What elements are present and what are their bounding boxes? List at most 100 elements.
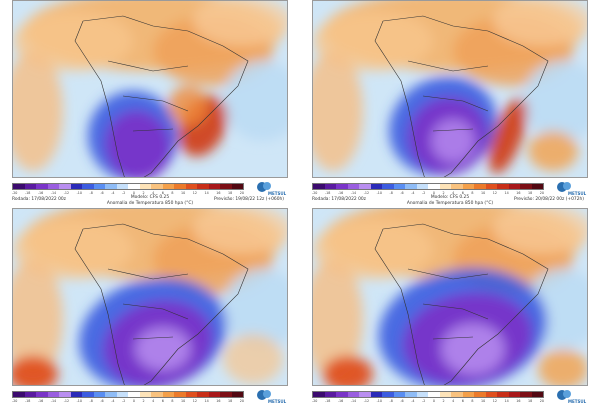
colorbar-tick-label: 4 [452,191,455,195]
colorbar-tick-label: -16 [37,191,44,195]
colorbar-tick-label: 20 [539,399,544,403]
anomaly-shade [538,349,587,385]
colorbar-tick-label: 8 [471,399,474,403]
colorbar-tick-label: 6 [161,399,164,403]
forecast-label: Previsão: 20/08/22 00z (+072h) [513,197,584,202]
country-borders [74,15,249,177]
colorbar-tick-label: -20 [312,399,318,403]
colorbar-swatch [162,184,174,189]
colorbar-swatch [336,392,348,397]
colorbar-tick-label: -2 [422,191,426,195]
colorbar-swatch [428,392,440,397]
colorbar-ticks: -20 -18 -16 -14 -12 -10 -8 -6 -4 -2 0 2 4 6 8 10 12 14 16 1… [12,191,244,195]
colorbar-tick-label: 4 [152,399,155,403]
colorbar-swatch [151,392,163,397]
colorbar-swatch [497,392,509,397]
colorbar-swatch [139,392,151,397]
colorbar-swatch [70,392,82,397]
anomaly-shade [223,269,287,349]
metsul-logo-text: METSUL [268,399,287,404]
map-panel-bottom-left: -20 -18 -16 -14 -12 -10 -8 -6 -4 -2 0 2 4 6 8 10 12 14 16 1… [0,208,296,414]
colorbar-tick-label: -10 [76,191,82,195]
colorbar-tick-label: 20 [539,191,544,195]
colorbar-swatch [105,392,117,397]
colorbar-tick-label: 4 [152,191,155,195]
colorbar-tick-label: 18 [527,399,533,403]
colorbar [312,183,544,190]
colorbar-swatch [13,184,25,189]
anomaly-shade [313,259,363,379]
colorbar-swatch [47,392,59,397]
colorbar-tick-label: -8 [89,399,93,403]
colorbar-swatch [324,184,336,189]
colorbar-tick-label: 20 [239,191,244,195]
anomaly-map [12,0,288,178]
colorbar-tick-label: -16 [337,399,344,403]
metsul-logo [257,182,271,192]
anomaly-shade [193,209,287,254]
colorbar-tick-label: -14 [350,399,357,403]
colorbar-swatch [405,392,417,397]
colorbar-swatch [82,392,94,397]
colorbar-tick-label: -4 [411,191,415,195]
colorbar-swatch [405,184,417,189]
colorbar-tick-label: 10 [181,191,186,195]
colorbar-swatch [13,392,25,397]
colorbar-tick-label: -4 [111,399,115,403]
colorbar-swatch [370,392,382,397]
colorbar-tick-label: -6 [100,399,104,403]
metsul-logo [257,390,271,400]
colorbar-swatch [324,392,336,397]
colorbar-tick-label: 18 [227,191,233,195]
anomaly-shade [431,119,475,163]
colorbar-swatch [359,184,371,189]
colorbar-swatch [36,184,48,189]
colorbar-swatch [174,184,186,189]
colorbar-tick-label: -20 [12,399,18,403]
map-panel-top-left: -20 -18 -16 -14 -12 -10 -8 -6 -4 -2 0 2 4 6 8 10 12 14 16 1… [0,0,296,206]
colorbar-swatch [485,184,497,189]
anomaly-map [312,208,588,386]
variable-label: Anomalia de Temperatura 850 hpa (°C) [106,201,194,206]
colorbar-tick-label: 4 [452,399,455,403]
colorbar-tick-label: 12 [492,191,497,195]
anomaly-shade [523,61,587,141]
colorbar-swatch [474,184,486,189]
colorbar-swatch [208,184,220,189]
colorbar-swatch [462,392,474,397]
anomaly-shade [441,323,505,375]
colorbar-tick-label: -2 [122,191,126,195]
colorbar-swatch [497,184,509,189]
colorbar-tick-label: -16 [337,191,344,195]
colorbar-swatch [197,392,209,397]
colorbar-tick-label: 16 [216,191,221,195]
colorbar-swatch [231,392,243,397]
colorbar-tick-label: -12 [363,191,370,195]
colorbar-tick-label: -6 [400,191,404,195]
colorbar-swatch [82,184,94,189]
colorbar-tick-label: 8 [171,399,174,403]
metsul-logo [557,390,571,400]
country-borders [374,223,549,385]
colorbar-swatch [382,392,394,397]
colorbar-tick-label: 16 [516,191,521,195]
anomaly-shade [493,1,587,46]
country-borders [74,223,249,385]
colorbar-tick-label: 10 [181,399,186,403]
colorbar-swatch [508,392,520,397]
colorbar-swatch [185,392,197,397]
anomaly-shade [105,111,171,177]
metsul-logo-text: METSUL [268,191,287,196]
colorbar-swatch [93,184,105,189]
country-borders [374,15,549,177]
colorbar [312,391,544,398]
colorbar-swatch [174,392,186,397]
map-canvas [13,1,287,177]
colorbar-tick-label: -8 [89,191,93,195]
colorbar-swatch [93,392,105,397]
colorbar-swatch [416,184,428,189]
colorbar [12,183,244,190]
colorbar-tick-label: 10 [481,191,486,195]
colorbar-ticks: -20 -18 -16 -14 -12 -10 -8 -6 -4 -2 0 2 4 6 8 10 12 14 16 1… [312,191,544,195]
colorbar-swatch [393,184,405,189]
